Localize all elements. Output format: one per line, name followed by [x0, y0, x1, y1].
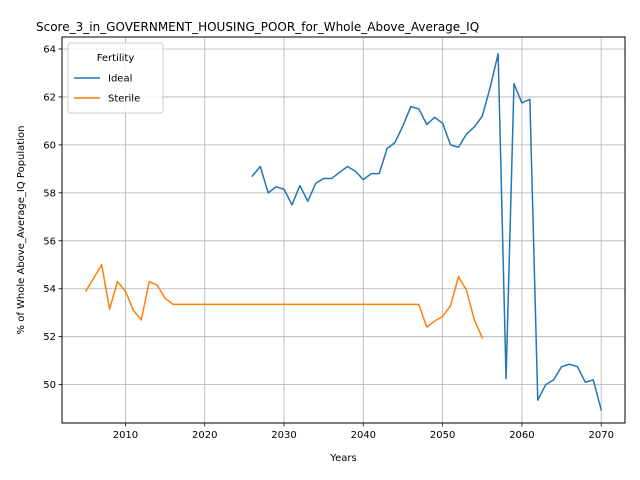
- y-tick-label: 58: [43, 188, 56, 199]
- legend-title: Fertility: [97, 53, 135, 64]
- y-tick-label: 64: [43, 44, 56, 55]
- y-tick-label: 60: [43, 140, 56, 151]
- x-tick-label: 2050: [430, 430, 455, 441]
- plot-area-frame: [61, 36, 626, 424]
- axis-ticks: 2010 2020 2030 2040 2050 2060 2070 50 52 54 56 58 60…: [43, 44, 614, 441]
- y-tick-label: 54: [43, 284, 56, 295]
- legend-entries: Ideal Sterile: [74, 74, 140, 105]
- y-tick-label: 62: [43, 92, 56, 103]
- y-tick-label: 50: [43, 380, 56, 391]
- series-line-sterile: [84, 264, 484, 339]
- x-tick-label: 2060: [509, 430, 534, 441]
- legend: Fertility Ideal Sterile: [67, 42, 164, 114]
- legend-box: [67, 42, 164, 114]
- x-axis-label: Years: [329, 453, 356, 464]
- x-tick-label: 2070: [588, 430, 613, 441]
- y-axis-label: % of Whole Above_Average_IQ Population: [16, 126, 27, 335]
- series-line-ideal: [251, 53, 603, 411]
- x-tick-label: 2040: [351, 430, 376, 441]
- x-tick-label: 2010: [113, 430, 138, 441]
- legend-label-ideal: Ideal: [108, 74, 132, 85]
- chart-title: Score_3_in_GOVERNMENT_HOUSING_POOR_for_W…: [36, 20, 479, 34]
- series-lines: [84, 53, 603, 411]
- x-tick-label: 2020: [192, 430, 217, 441]
- y-tick-label: 56: [43, 236, 56, 247]
- y-tick-label: 52: [43, 332, 56, 343]
- legend-label-sterile: Sterile: [108, 94, 140, 105]
- x-tick-label: 2030: [271, 430, 296, 441]
